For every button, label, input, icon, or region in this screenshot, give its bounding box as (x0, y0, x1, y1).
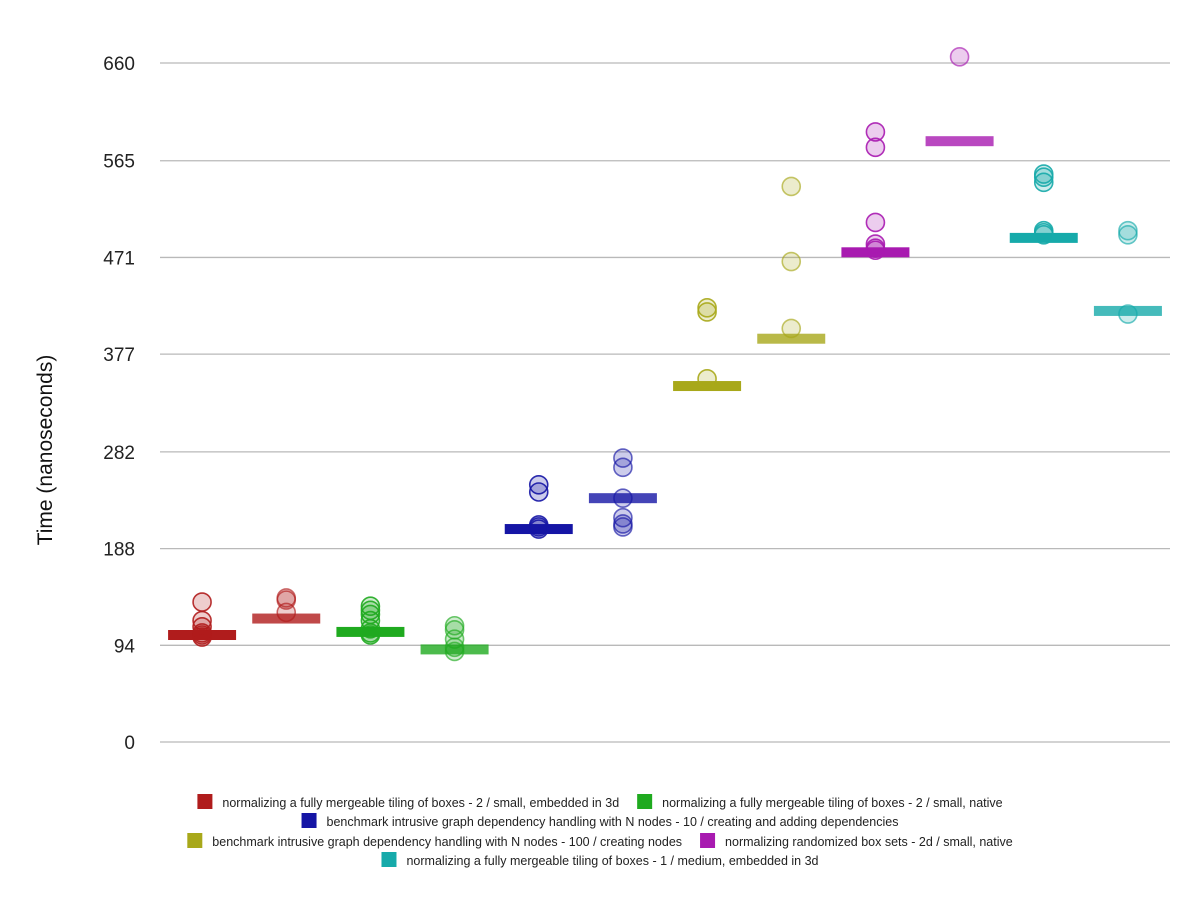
data-point (781, 318, 802, 339)
legend-swatch (637, 794, 653, 809)
legend-item: normalizing a fully mergeable tiling of … (381, 852, 819, 868)
y-tick-label: 565 (103, 152, 135, 173)
data-point (865, 122, 886, 142)
data-point (528, 482, 549, 502)
median-bar (336, 626, 405, 637)
data-point (781, 176, 802, 197)
data-marks (168, 47, 1162, 662)
y-tick-label: 0 (124, 733, 135, 754)
data-point (697, 302, 717, 322)
data-point (192, 627, 212, 647)
data-point (444, 641, 465, 662)
data-point (865, 240, 886, 261)
data-point (1033, 167, 1054, 187)
data-point (1118, 304, 1138, 324)
series-group (168, 592, 237, 647)
y-tick-label: 282 (103, 443, 135, 464)
data-point (276, 602, 297, 623)
series-group (504, 475, 573, 539)
legend-swatch (700, 833, 716, 848)
legend-item: benchmark intrusive graph dependency han… (187, 833, 682, 849)
legend-swatch (187, 833, 203, 848)
series-group (1093, 220, 1162, 324)
series-group (1009, 164, 1078, 245)
data-point (192, 592, 212, 612)
series-group (336, 596, 405, 645)
legend-item: normalizing a fully mergeable tiling of … (197, 794, 619, 810)
data-point (865, 137, 886, 158)
median-bar (420, 644, 489, 655)
series-group (841, 122, 910, 261)
data-point (781, 251, 802, 272)
median-bar (925, 136, 994, 147)
legend-label: benchmark intrusive graph dependency han… (327, 815, 899, 829)
legend: normalizing a fully mergeable tiling of … (187, 794, 1013, 868)
y-tick-label: 188 (103, 540, 135, 561)
data-point (613, 457, 633, 478)
legend-label: normalizing a fully mergeable tiling of … (662, 796, 1002, 810)
data-point (613, 517, 633, 537)
gridlines (160, 62, 1170, 743)
legend-item: benchmark intrusive graph dependency han… (301, 813, 899, 829)
legend-swatch (381, 852, 397, 867)
y-tick-label: 377 (103, 345, 135, 366)
median-bar (1093, 305, 1162, 316)
median-bar (252, 613, 321, 624)
y-tick-label: 660 (103, 54, 135, 75)
median-bar (588, 493, 657, 504)
legend-label: normalizing a fully mergeable tiling of … (222, 796, 619, 810)
series-group (252, 588, 321, 624)
series-group (925, 47, 994, 147)
median-bar (1009, 232, 1078, 243)
y-tick-label: 94 (114, 636, 136, 657)
data-point (360, 625, 381, 645)
data-point (528, 519, 549, 539)
median-bar (673, 381, 742, 392)
series-group (757, 176, 826, 344)
median-bar (757, 333, 826, 344)
data-point (613, 488, 633, 508)
median-bar (504, 524, 573, 535)
legend-item: normalizing a fully mergeable tiling of … (637, 794, 1003, 810)
data-point (1118, 225, 1138, 245)
data-point (949, 47, 970, 67)
legend-swatch (197, 794, 213, 809)
series-group (588, 448, 657, 537)
legend-swatch (301, 813, 317, 828)
data-point (528, 475, 549, 495)
y-axis-tick-labels: 0 94 188 282 377 471 565 660 (103, 54, 135, 754)
data-point (1033, 225, 1054, 245)
legend-label: benchmark intrusive graph dependency han… (212, 835, 682, 849)
y-tick-label: 471 (103, 248, 135, 269)
series-group (673, 298, 742, 392)
data-point (697, 369, 717, 389)
data-point (865, 212, 886, 233)
legend-item: normalizing randomized box sets - 2d / s… (700, 833, 1013, 849)
legend-label: normalizing randomized box sets - 2d / s… (725, 835, 1013, 849)
data-point (1033, 172, 1054, 193)
series-group (420, 615, 489, 662)
legend-label: normalizing a fully mergeable tiling of … (406, 854, 818, 868)
y-axis-title: Time (nanoseconds) (34, 355, 57, 546)
